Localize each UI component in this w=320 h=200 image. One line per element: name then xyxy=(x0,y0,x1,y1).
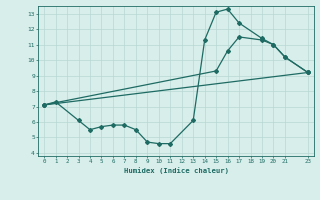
X-axis label: Humidex (Indice chaleur): Humidex (Indice chaleur) xyxy=(124,167,228,174)
